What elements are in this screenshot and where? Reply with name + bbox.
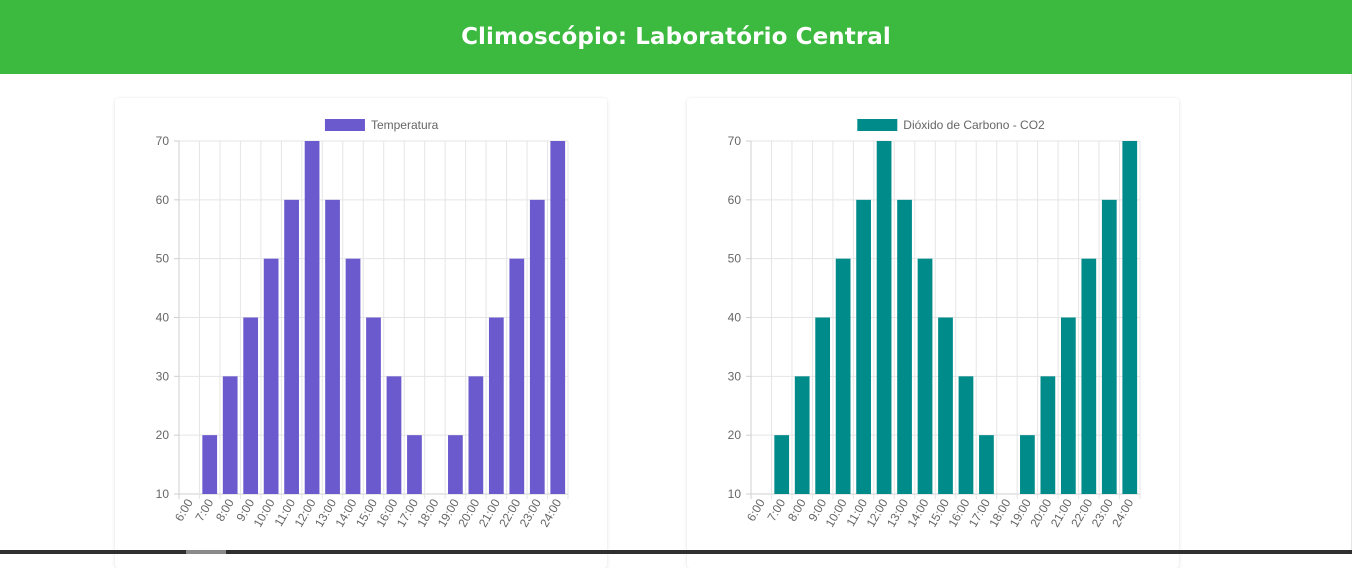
bar[interactable] xyxy=(1122,141,1138,494)
co2-chart-card: Dióxido de Carbono - CO2 10 20 30 40 50 60 70 6:… xyxy=(687,98,1179,568)
bar[interactable] xyxy=(243,317,259,495)
bar[interactable] xyxy=(345,258,361,494)
horizontal-scrollbar[interactable] xyxy=(0,550,1352,554)
bar[interactable] xyxy=(325,199,340,494)
bar[interactable] xyxy=(1081,258,1097,494)
legend-label[interactable]: Temperatura xyxy=(371,118,439,132)
bar[interactable] xyxy=(1020,435,1035,494)
y-tick-label: 30 xyxy=(728,369,742,383)
bar[interactable] xyxy=(366,317,381,495)
x-tick-label: 10:00 xyxy=(251,496,278,529)
bar[interactable] xyxy=(835,258,851,494)
bar[interactable] xyxy=(1040,376,1056,494)
bar[interactable] xyxy=(979,435,994,494)
bar[interactable] xyxy=(386,376,402,494)
bar[interactable] xyxy=(1101,199,1117,494)
page-title: Climoscópio: Laboratório Central xyxy=(461,24,891,50)
y-tick-label: 60 xyxy=(156,193,170,207)
x-tick-label: 8:00 xyxy=(785,496,809,524)
bar[interactable] xyxy=(815,317,831,495)
x-tick-label: 6:00 xyxy=(744,496,768,524)
legend-label[interactable]: Dióxido de Carbono - CO2 xyxy=(903,118,1045,132)
bar[interactable] xyxy=(448,435,463,494)
y-tick-label: 40 xyxy=(156,311,170,325)
y-tick-label: 20 xyxy=(156,428,170,442)
bar[interactable] xyxy=(407,435,422,494)
co2-bar-chart: Dióxido de Carbono - CO2 10 20 30 40 50 60 70 6:… xyxy=(728,118,1141,530)
bar[interactable] xyxy=(529,199,545,494)
header-bar: Climoscópio: Laboratório Central xyxy=(0,0,1352,74)
bar[interactable] xyxy=(509,258,525,494)
bar[interactable] xyxy=(897,199,912,494)
horizontal-scrollbar-thumb[interactable] xyxy=(186,550,226,554)
x-tick-label: 24:00 xyxy=(537,496,564,529)
y-tick-label: 40 xyxy=(728,311,742,325)
y-tick-label: 70 xyxy=(156,134,170,148)
legend-swatch[interactable] xyxy=(324,119,365,131)
y-tick-label: 50 xyxy=(156,252,170,266)
x-tick-label: 7:00 xyxy=(765,496,789,524)
bar[interactable] xyxy=(284,199,299,494)
temperature-bar-chart: Temperatura102030405060706:007:008:009:0… xyxy=(156,118,569,530)
bar[interactable] xyxy=(550,141,566,494)
bar[interactable] xyxy=(856,199,871,494)
bar[interactable] xyxy=(263,258,279,494)
bar[interactable] xyxy=(917,258,933,494)
bar[interactable] xyxy=(222,376,238,494)
bar[interactable] xyxy=(488,317,504,495)
bar[interactable] xyxy=(202,435,218,494)
x-tick-label: 7:00 xyxy=(193,496,217,524)
bar[interactable] xyxy=(794,376,810,494)
y-tick-label: 60 xyxy=(728,193,742,207)
bar[interactable] xyxy=(938,317,953,495)
x-tick-label: 24:00 xyxy=(1109,496,1136,529)
bar[interactable] xyxy=(1060,317,1076,495)
bar[interactable] xyxy=(958,376,974,494)
x-tick-label: 6:00 xyxy=(172,496,196,524)
bar[interactable] xyxy=(876,141,892,494)
y-tick-label: 10 xyxy=(156,487,170,501)
y-tick-label: 50 xyxy=(728,252,742,266)
y-tick-label: 10 xyxy=(728,487,742,501)
y-tick-label: 30 xyxy=(156,369,170,383)
legend-swatch[interactable] xyxy=(857,119,898,131)
temperature-chart-card: Temperatura 10 20 30 40 50 60 70 6:00 7:00 8:00 9:0… xyxy=(115,98,607,568)
bar[interactable] xyxy=(304,141,320,494)
y-tick-label: 70 xyxy=(728,134,742,148)
bar[interactable] xyxy=(774,435,790,494)
x-tick-label: 10:00 xyxy=(823,496,850,529)
y-tick-label: 20 xyxy=(728,428,742,442)
bar[interactable] xyxy=(468,376,484,494)
x-tick-label: 8:00 xyxy=(213,496,237,524)
